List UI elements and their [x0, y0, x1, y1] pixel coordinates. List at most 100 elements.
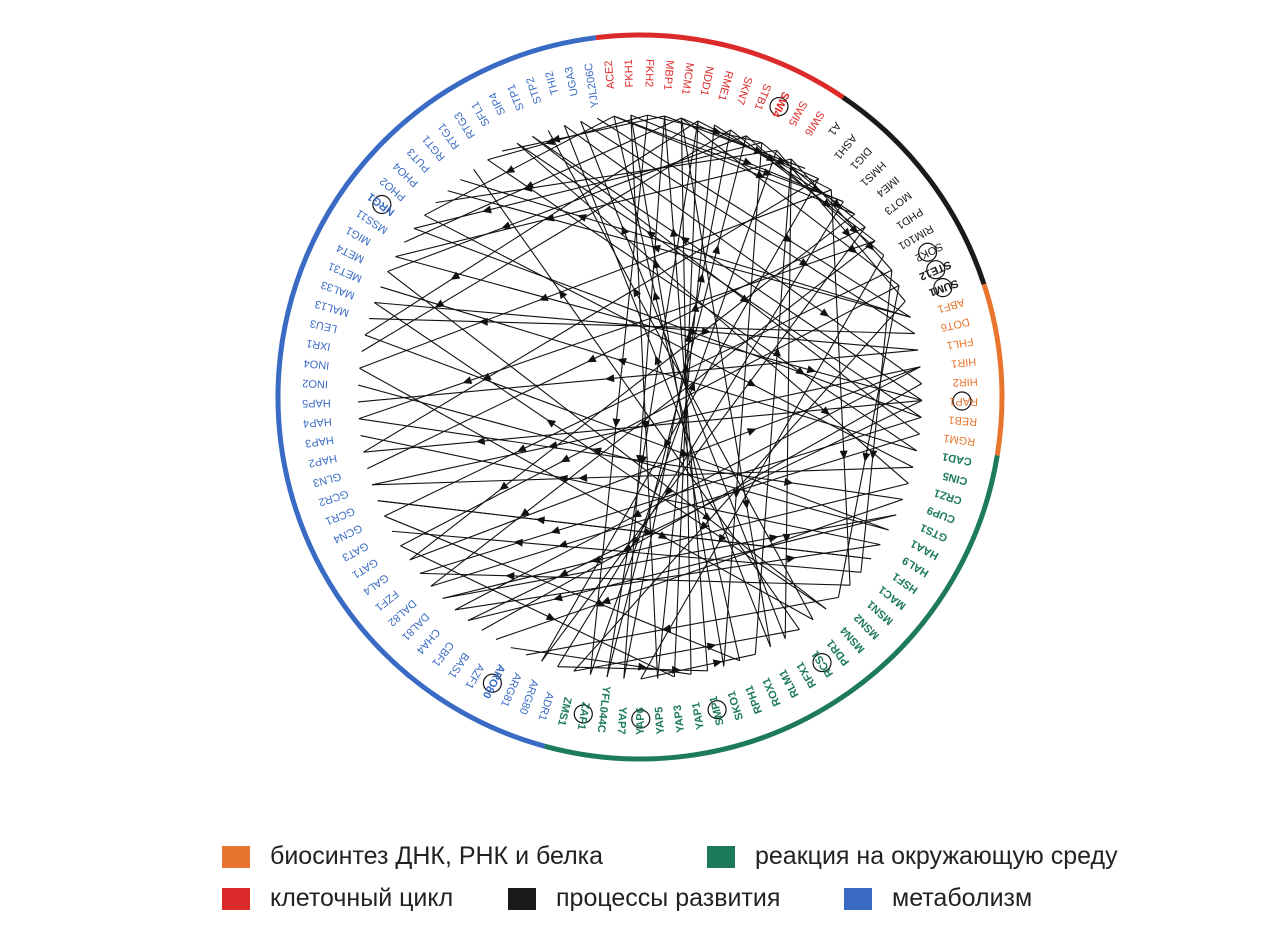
gene-label-cin5: CIN5 [942, 469, 969, 487]
legend-label: биосинтез ДНК, РНК и белка [270, 842, 604, 870]
edge-arrowhead [592, 447, 602, 456]
edge-hms1-to-adr1 [557, 201, 844, 667]
gene-label-hap5: HAP5 [302, 396, 331, 408]
edge-arrowhead [654, 355, 663, 366]
edge-thi2-to-hir2 [563, 124, 923, 385]
gene-label-yap3: YAP3 [672, 704, 687, 733]
gene-label-fkh2: FKH2 [643, 59, 656, 87]
gene-label-yfl044c: YFL044C [595, 685, 612, 733]
gene-label-yap5: YAP5 [653, 706, 667, 734]
edge-arrowhead [680, 236, 690, 245]
gene-label-ace2: ACE2 [603, 60, 618, 90]
ring-arc-development [841, 95, 987, 286]
gene-label-fhl1: FHL1 [946, 335, 975, 351]
edge-arrowhead [657, 531, 668, 540]
edge-arrowhead [702, 512, 712, 521]
legend-label: процессы развития [556, 884, 781, 912]
ring-arc-cell-cycle [595, 32, 845, 100]
edge-arrowhead [739, 294, 750, 304]
edge-arrowhead [499, 481, 509, 491]
edge-arrowhead [769, 534, 779, 543]
gene-label-rph1: RPH1 [743, 684, 765, 716]
edge-ime4-to-gal4 [409, 213, 856, 561]
legend: биосинтез ДНК, РНК и белка реакция на ок… [222, 838, 1222, 928]
edge-sok2-to-mac1 [860, 270, 893, 573]
edge-swi5-to-sum1 [776, 150, 906, 302]
edge-arrowhead [869, 450, 878, 460]
edge-arrowhead [612, 418, 621, 428]
edge-arrowhead [669, 227, 678, 237]
edge-arrowhead [762, 168, 773, 176]
gene-label-thi2: THI2 [543, 70, 561, 96]
self-loop-zap1 [573, 704, 593, 724]
edge-msn2-to-arg81 [525, 596, 839, 656]
ring-arc-dna-rna-protein [981, 283, 1005, 456]
gene-label-a1: A1 [825, 120, 843, 138]
edge-arrowhead [786, 554, 796, 563]
gene-label-mcm1: MCM1 [679, 62, 696, 96]
edge-mig1-to-rap1 [395, 256, 923, 402]
edge-ash1-to-arg80 [541, 178, 820, 662]
edge-arrowhead [849, 224, 859, 234]
edge-mbp1-to-yap7 [623, 116, 666, 679]
edge-arrowhead [450, 271, 461, 280]
edge-arrowhead [546, 419, 557, 428]
edge-pho2-to-cin5 [424, 214, 914, 468]
edge-gcr1-to-hsf1 [377, 500, 872, 560]
edge-gat1-to-yap3 [400, 545, 675, 678]
edge-arrowhead [545, 612, 556, 621]
gene-label-rap1: RAP1 [949, 395, 978, 407]
edge-hap4-to-cup9 [358, 418, 903, 500]
edge-arrowhead [475, 436, 486, 445]
gene-label-hap2: HAP2 [307, 452, 338, 469]
edge-arrowhead [783, 477, 794, 486]
edge-stp1-to-rgm1 [532, 135, 920, 435]
self-loop-rcs1 [812, 652, 832, 673]
edge-arrowhead [538, 293, 549, 301]
gene-label-swi5: SWI5 [786, 99, 810, 128]
edge-arrowhead [505, 571, 515, 580]
gene-label-yjl206c: YJL206C [583, 62, 602, 109]
gene-label-ino4: INO4 [303, 357, 330, 372]
legend-item-metabolism: метаболизм [844, 884, 1032, 913]
legend-swatch-environment [707, 845, 735, 868]
gene-label-gcn4: GCN4 [331, 522, 364, 546]
edge-arrowhead [501, 221, 512, 230]
edge-arrowhead [632, 509, 642, 518]
edge-fkh2-to-zap1 [589, 115, 649, 675]
edge-stb1-to-met4 [387, 135, 747, 273]
edge-arrowhead [687, 381, 696, 392]
edge-arrowhead [621, 225, 629, 236]
edge-arrowhead [652, 291, 661, 301]
gene-label-smp1: SMP1 [708, 695, 727, 727]
edge-arrowhead [799, 257, 809, 267]
legend-item-environment: реакция на окружающую среду [707, 842, 1118, 871]
edge-arrowhead [755, 170, 766, 179]
edge-aro80-to-yap1 [510, 647, 692, 675]
edge-arrowhead [478, 317, 488, 326]
self-loop-yap6 [631, 709, 651, 729]
edge-gal4-to-hir1 [409, 366, 921, 561]
edge-arrowhead [841, 227, 851, 238]
edge-arrowhead [605, 374, 615, 383]
gene-label-hir1: HIR1 [951, 355, 977, 370]
edge-arrowhead [782, 533, 791, 543]
gene-label-skn7: SKN7 [734, 75, 755, 106]
edge-sok2-to-gcn4 [384, 269, 893, 517]
gene-label-hap4: HAP4 [303, 415, 333, 429]
edge-rap1-to-stp1 [532, 135, 923, 401]
edge-gcn4-to-rph1 [384, 515, 740, 662]
legend-label: реакция на окружающую среду [755, 842, 1118, 870]
gene-label-gts1: GTS1 [918, 521, 949, 544]
gene-label-abf1: ABF1 [936, 296, 966, 315]
edge-sip4-to-crz1 [516, 142, 909, 484]
gene-label-sum1: SUM1 [927, 277, 960, 299]
edge-arrowhead [633, 287, 642, 298]
edge-mac1-to-gat3 [391, 530, 861, 573]
edge-msn1-to-fzf1 [419, 572, 851, 586]
edge-leu3-to-haa1 [364, 334, 889, 531]
edge-arrowhead [664, 486, 674, 497]
gene-label-dot6: DOT6 [939, 315, 970, 333]
edge-arrowhead [482, 205, 492, 214]
